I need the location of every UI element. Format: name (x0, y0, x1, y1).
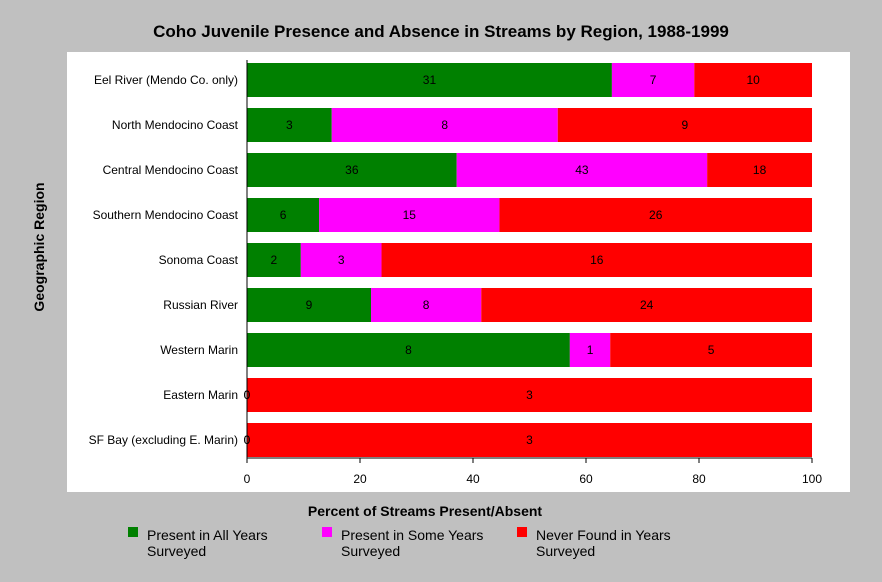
bar-segment (247, 243, 301, 277)
data-label: 3 (526, 388, 533, 402)
legend-label: Present in Some Years (341, 527, 483, 543)
bar-segment (247, 198, 320, 232)
bar-segment (247, 333, 570, 367)
legend-swatch (517, 527, 527, 537)
data-label: 31 (423, 73, 437, 87)
data-label: 5 (708, 343, 715, 357)
category-label: Western Marin (160, 343, 238, 357)
bar-segment (381, 243, 812, 277)
bar-segment (611, 63, 695, 97)
category-label: North Mendocino Coast (112, 118, 239, 132)
bar-segment (557, 108, 812, 142)
data-label: 36 (345, 163, 359, 177)
x-tick-label: 100 (802, 472, 822, 486)
data-label: 24 (640, 298, 654, 312)
data-label: 1 (587, 343, 594, 357)
data-label: 18 (753, 163, 767, 177)
legend-label: Surveyed (147, 543, 206, 559)
x-axis: 0 20 40 60 80 100 (244, 60, 822, 486)
category-label: Sonoma Coast (159, 253, 239, 267)
bar-segment (300, 243, 382, 277)
bar-segment (319, 198, 500, 232)
bar-segment (481, 288, 812, 322)
data-label: 8 (405, 343, 412, 357)
bar-segment (456, 153, 708, 187)
bar-segment (499, 198, 812, 232)
legend-swatch (128, 527, 138, 537)
category-label: SF Bay (excluding E. Marin) (89, 433, 238, 447)
bar-segment (610, 333, 812, 367)
data-label: 6 (280, 208, 287, 222)
category-labels: Eel River (Mendo Co. only) North Mendocin… (89, 73, 239, 447)
bar-segment (694, 63, 812, 97)
data-label: 7 (650, 73, 657, 87)
category-label: Russian River (163, 298, 238, 312)
legend-label: Never Found in Years (536, 527, 671, 543)
bar-segment (247, 153, 457, 187)
data-label: 3 (526, 433, 533, 447)
data-label: 15 (403, 208, 417, 222)
x-tick-label: 40 (466, 472, 480, 486)
x-tick-label: 0 (244, 472, 251, 486)
legend-label: Surveyed (536, 543, 595, 559)
bar-segment (569, 333, 611, 367)
chart-title: Coho Juvenile Presence and Absence in St… (153, 22, 729, 41)
data-label: 10 (746, 73, 760, 87)
category-label: Central Mendocino Coast (103, 163, 239, 177)
data-label: 26 (649, 208, 663, 222)
legend-label: Surveyed (341, 543, 400, 559)
data-label: 3 (286, 118, 293, 132)
bar-segment (331, 108, 558, 142)
bars-group (247, 63, 812, 457)
data-label: 2 (271, 253, 278, 267)
bar-segment (247, 108, 332, 142)
bar-segment (371, 288, 482, 322)
x-tick-label: 60 (579, 472, 593, 486)
category-label: Eel River (Mendo Co. only) (94, 73, 238, 87)
category-label: Southern Mendocino Coast (93, 208, 239, 222)
data-label: 8 (441, 118, 448, 132)
legend-label: Present in All Years (147, 527, 268, 543)
x-axis-title: Percent of Streams Present/Absent (308, 503, 543, 519)
data-label: 9 (306, 298, 313, 312)
bar-segment (247, 378, 812, 412)
data-label: 9 (682, 118, 689, 132)
bar-segment (247, 63, 612, 97)
data-label: 8 (423, 298, 430, 312)
legend-swatch (322, 527, 332, 537)
data-label: 16 (590, 253, 604, 267)
category-label: Eastern Marin (163, 388, 238, 402)
bar-segment (247, 288, 372, 322)
x-tick-label: 80 (692, 472, 706, 486)
bar-segment (707, 153, 812, 187)
bar-segment (247, 423, 812, 457)
data-label: 43 (575, 163, 589, 177)
x-tick-label: 20 (353, 472, 367, 486)
data-label: 3 (338, 253, 345, 267)
y-axis-title: Geographic Region (31, 182, 47, 311)
